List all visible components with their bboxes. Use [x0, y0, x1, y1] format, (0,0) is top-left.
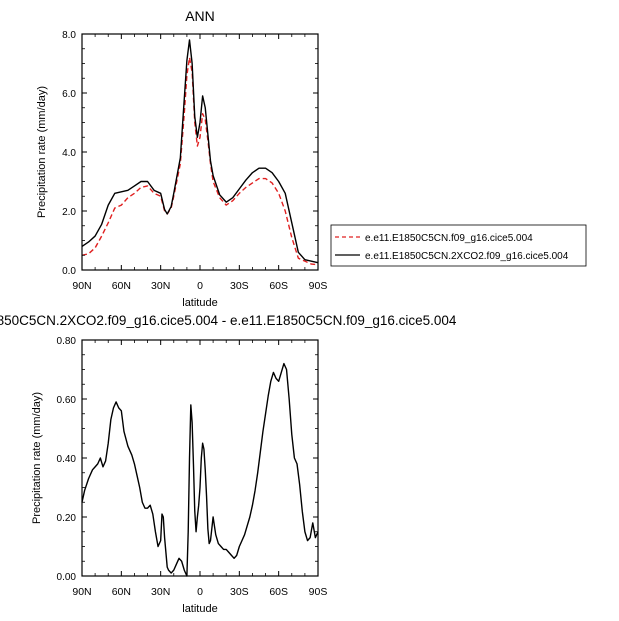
chart-top-legend: e.e11.E1850C5CN.f09_g16.cice5.004 e.e11.… — [330, 224, 587, 267]
chart-bottom-series-group — [81, 362, 319, 577]
chart-top-title: ANN — [185, 8, 215, 24]
chart-top-x-tick-label: 0 — [197, 280, 203, 292]
chart-top-x-tick-label: 60N — [112, 280, 131, 292]
chart-top-x-tick-label: 30N — [151, 280, 170, 292]
chart-bottom-x-tick-label: 60S — [269, 586, 288, 598]
chart-top-series-line-2 — [81, 39, 319, 264]
chart-bottom-x-axis: 90N 60N 30N 0 30S 60S 90S — [72, 340, 327, 598]
chart-bottom-x-tick-label: 0 — [197, 586, 203, 598]
chart-bottom-series-line-1 — [81, 362, 319, 577]
chart-top-y-tick-label: 8.0 — [62, 30, 76, 41]
legend-box — [330, 224, 587, 267]
chart-top-frame — [81, 33, 319, 271]
chart-bottom-title: e.e11.E1850C5CN.2XCO2.f09_g16.cice5.004 … — [0, 313, 457, 328]
chart-bottom-y-tick-label: 0.40 — [57, 454, 77, 465]
chart-bottom-x-tick-label: 30N — [151, 586, 170, 598]
chart-bottom-y-tick-label: 0.20 — [57, 513, 77, 524]
chart-top-y-axis: 0.0 2.0 4.0 6.0 8.0 — [62, 30, 318, 277]
chart-bottom-ylabel: Precipitation rate (mm/day) — [31, 392, 43, 524]
chart-bottom-x-tick-label: 90N — [72, 586, 91, 598]
chart-top-x-tick-label: 30S — [230, 280, 249, 292]
chart-bottom-y-tick-label: 0.00 — [57, 572, 77, 583]
chart-top-xlabel: latitude — [182, 297, 217, 309]
chart-bottom-x-tick-label: 60N — [112, 586, 131, 598]
legend-label-series-1: e.e11.E1850C5CN.f09_g16.cice5.004 — [365, 233, 533, 244]
chart-top: ANN 0.02.04.06.08.0 90N 60N 30N 0 30S 60S 90S … — [36, 8, 327, 309]
chart-top-ylabel: Precipitation rate (mm/day) — [36, 86, 48, 218]
legend-label-series-2: e.e11.E1850C5CN.2XCO2.f09_g16.cice5.004 — [365, 251, 569, 262]
chart-bottom-x-tick-label: 90S — [309, 586, 328, 598]
chart-bottom: e.e11.E1850C5CN.2XCO2.f09_g16.cice5.004 … — [0, 313, 457, 615]
chart-top-x-tick-label: 60S — [269, 280, 288, 292]
chart-bottom-x-tick-label: 30S — [230, 586, 249, 598]
chart-bottom-frame — [81, 339, 319, 577]
chart-top-x-axis: 90N 60N 30N 0 30S 60S 90S — [72, 34, 327, 292]
chart-top-x-tick-label: 90S — [309, 280, 328, 292]
chart-top-y-tick-label: 0.0 — [62, 266, 76, 277]
chart-top-y-tick-label: 2.0 — [62, 207, 76, 218]
chart-top-y-tick-label: 6.0 — [62, 89, 76, 100]
chart-top-y-tick-label: 4.0 — [62, 148, 76, 159]
chart-bottom-y-tick-label: 0.80 — [57, 336, 77, 347]
chart-top-series-group — [81, 39, 319, 266]
chart-bottom-y-axis: 0.00 0.20 0.40 0.60 0.80 — [57, 336, 318, 583]
chart-bottom-xlabel: latitude — [182, 603, 217, 615]
chart-top-x-tick-label: 90N — [72, 280, 91, 292]
chart-bottom-y-tick-label: 0.60 — [57, 395, 77, 406]
chart-top-series-line-1 — [81, 56, 319, 266]
